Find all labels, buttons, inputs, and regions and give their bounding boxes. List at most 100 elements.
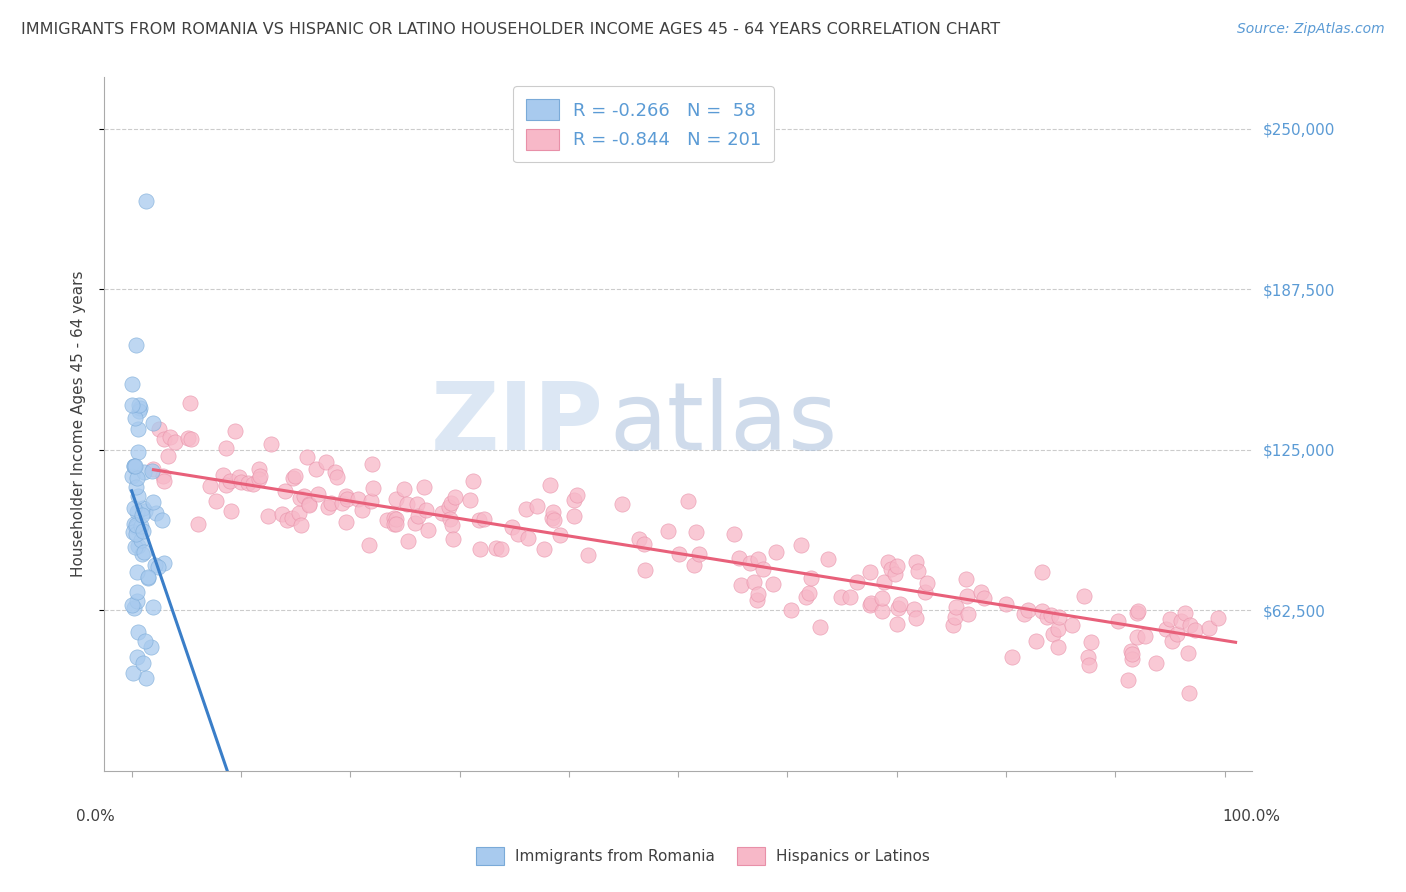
Point: [817, 552, 839, 566]
Point: [1177, 686, 1199, 700]
Point: [298, 498, 321, 512]
Point: [405, 497, 427, 511]
Point: [441, 517, 464, 532]
Point: [159, 430, 181, 444]
Point: [127, 539, 149, 553]
Point: [973, 591, 995, 605]
Point: [634, 563, 657, 577]
Point: [887, 601, 910, 615]
Point: [439, 511, 461, 525]
Point: [1135, 629, 1157, 643]
Y-axis label: Householder Income Ages 45 - 64 years: Householder Income Ages 45 - 64 years: [72, 271, 86, 577]
Point: [249, 468, 271, 483]
Point: [392, 482, 415, 496]
Point: [127, 624, 149, 639]
Point: [156, 449, 179, 463]
Point: [1126, 604, 1149, 618]
Point: [1121, 651, 1143, 665]
Point: [1125, 606, 1147, 620]
Point: [136, 570, 159, 584]
Point: [125, 338, 148, 352]
Point: [132, 500, 155, 515]
Point: [384, 512, 406, 526]
Point: [463, 475, 485, 489]
Point: [541, 505, 564, 519]
Point: [437, 500, 460, 514]
Point: [1170, 614, 1192, 628]
Point: [742, 574, 765, 589]
Point: [562, 492, 585, 507]
Point: [152, 474, 174, 488]
Point: [1198, 621, 1220, 635]
Point: [121, 599, 143, 613]
Point: [122, 501, 145, 516]
Point: [633, 537, 655, 551]
Point: [326, 470, 349, 484]
Point: [1208, 610, 1230, 624]
Point: [1144, 657, 1167, 671]
Point: [780, 603, 803, 617]
Point: [125, 519, 148, 533]
Point: [506, 527, 529, 541]
Point: [124, 459, 146, 474]
Point: [472, 512, 495, 526]
Point: [688, 547, 710, 561]
Point: [1159, 612, 1181, 626]
Point: [440, 496, 463, 510]
Point: [290, 517, 312, 532]
Point: [538, 477, 561, 491]
Point: [683, 558, 706, 573]
Text: ZIP: ZIP: [430, 378, 603, 470]
Point: [318, 500, 340, 514]
Point: [127, 489, 149, 503]
Point: [765, 545, 787, 559]
Point: [889, 597, 911, 611]
Text: 100.0%: 100.0%: [1223, 809, 1281, 824]
Point: [382, 516, 405, 531]
Point: [224, 424, 246, 438]
Point: [730, 578, 752, 592]
Point: [134, 633, 156, 648]
Point: [257, 508, 280, 523]
Point: [859, 596, 882, 610]
Point: [127, 650, 149, 665]
Point: [124, 526, 146, 541]
Point: [124, 517, 146, 532]
Point: [468, 541, 491, 556]
Point: [430, 507, 453, 521]
Point: [121, 398, 143, 412]
Point: [145, 507, 167, 521]
Point: [142, 462, 165, 476]
Point: [122, 524, 145, 539]
Point: [441, 533, 464, 547]
Point: [1073, 589, 1095, 603]
Point: [955, 572, 977, 586]
Point: [228, 470, 250, 484]
Point: [668, 547, 690, 561]
Point: [236, 475, 259, 490]
Point: [460, 492, 482, 507]
Point: [1177, 646, 1199, 660]
Point: [1121, 647, 1143, 661]
Point: [187, 516, 209, 531]
Point: [385, 491, 408, 506]
Point: [295, 450, 318, 464]
Point: [292, 489, 315, 503]
Point: [859, 565, 882, 579]
Point: [1119, 644, 1142, 658]
Point: [141, 464, 163, 478]
Point: [125, 471, 148, 485]
Point: [942, 617, 965, 632]
Point: [1001, 650, 1024, 665]
Point: [198, 479, 221, 493]
Point: [330, 495, 353, 509]
Point: [360, 457, 382, 471]
Point: [134, 545, 156, 559]
Point: [179, 396, 201, 410]
Point: [838, 590, 860, 604]
Point: [1118, 673, 1140, 687]
Point: [1031, 566, 1053, 580]
Point: [1040, 607, 1063, 622]
Point: [247, 462, 270, 476]
Point: [728, 551, 751, 566]
